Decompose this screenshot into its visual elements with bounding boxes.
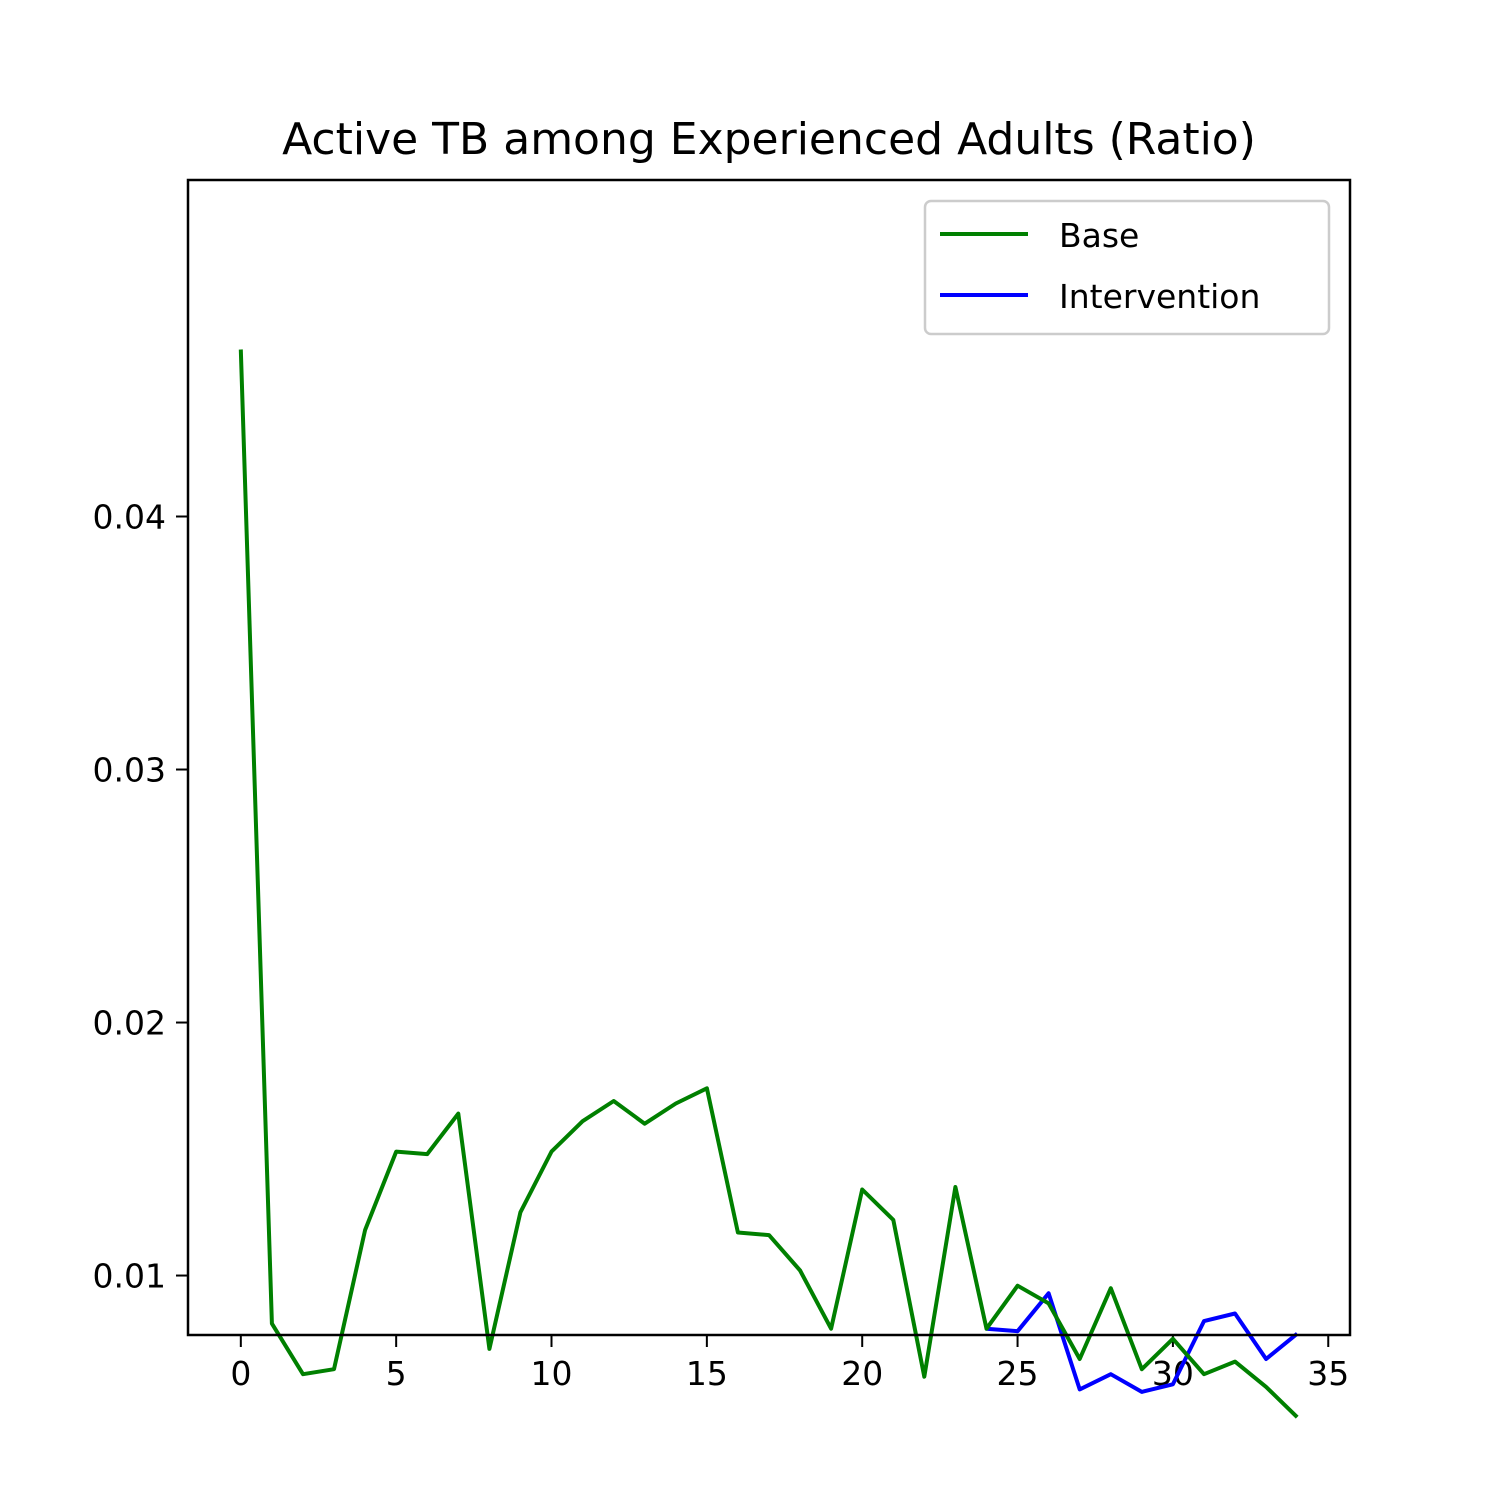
y-tick-label: 0.04 — [93, 498, 166, 537]
x-tick-label: 10 — [531, 1354, 573, 1393]
x-tick-label: 0 — [230, 1354, 251, 1393]
x-tick-label: 15 — [686, 1354, 728, 1393]
x-tick-label: 25 — [997, 1354, 1039, 1393]
x-tick-label: 5 — [386, 1354, 407, 1393]
y-tick-label: 0.01 — [93, 1257, 166, 1296]
series-line-intervention — [986, 1291, 1299, 1394]
x-tick-label: 20 — [841, 1354, 883, 1393]
plot-series — [238, 349, 1299, 1419]
legend-label-intervention: Intervention — [1059, 277, 1260, 316]
plot-frame — [186, 178, 1352, 1337]
x-tick-label: 35 — [1307, 1354, 1349, 1393]
legend: Base Intervention — [923, 199, 1331, 336]
y-tick-label: 0.03 — [93, 751, 166, 790]
y-axis: 0.01 0.02 0.03 0.04 — [93, 498, 188, 1296]
series-line-base — [238, 349, 1299, 1419]
legend-label-base: Base — [1059, 216, 1139, 255]
x-axis: 0 5 10 15 20 25 30 35 — [230, 1335, 1349, 1393]
y-tick-label: 0.02 — [93, 1004, 166, 1043]
chart-title: Active TB among Experienced Adults (Rati… — [282, 114, 1256, 165]
